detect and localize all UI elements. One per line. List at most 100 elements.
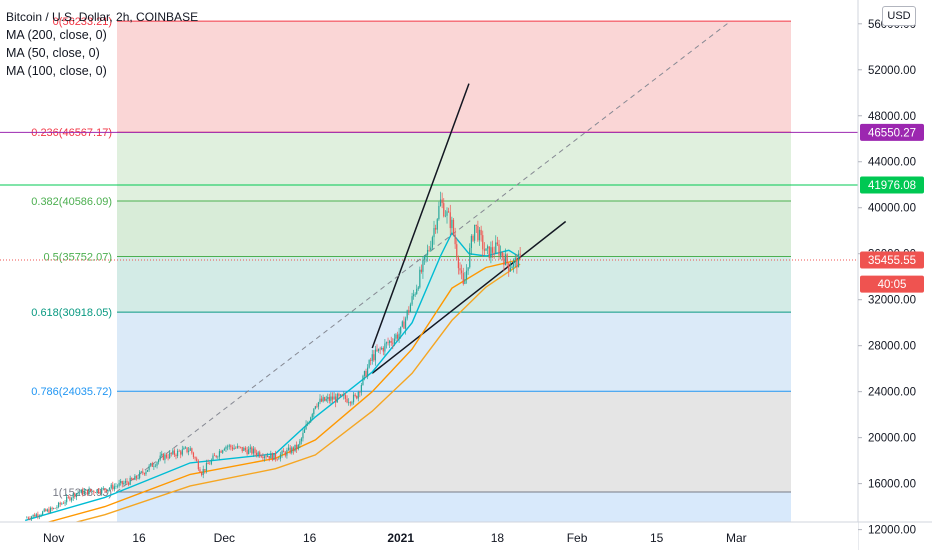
candle-body bbox=[112, 484, 114, 490]
x-tick-label: 2021 bbox=[387, 531, 414, 545]
candle-body bbox=[255, 452, 258, 456]
candle-body bbox=[472, 235, 474, 241]
moving-averages bbox=[25, 231, 521, 537]
candle-body bbox=[80, 489, 82, 493]
candle-body bbox=[30, 516, 33, 519]
y-tick-label: 20000.00 bbox=[868, 433, 916, 445]
candle-body bbox=[313, 408, 315, 415]
candle-body bbox=[37, 514, 39, 517]
candle-body bbox=[389, 340, 391, 344]
fib-retracement[interactable]: 0(56233.21) 0.236(46567.17) 0.382(40586.09… bbox=[0, 16, 858, 522]
candle-body bbox=[411, 296, 413, 305]
candle-body bbox=[110, 484, 112, 489]
candle-body bbox=[483, 249, 485, 251]
currency-button[interactable]: USD bbox=[882, 6, 916, 26]
candle-body bbox=[368, 360, 370, 368]
candle-body bbox=[129, 477, 131, 485]
candle-body bbox=[516, 257, 518, 268]
candle-body bbox=[511, 266, 513, 269]
candle-body bbox=[302, 432, 304, 439]
fib-zone-0 bbox=[117, 21, 791, 133]
candle-body bbox=[311, 414, 313, 418]
candle-body bbox=[231, 447, 234, 450]
candle-body bbox=[413, 294, 415, 297]
candle-body bbox=[379, 348, 381, 350]
indicator-ma100[interactable]: MA (100, close, 0) bbox=[6, 64, 107, 78]
candle-body bbox=[341, 394, 343, 396]
candle-body bbox=[223, 448, 225, 451]
candle-body bbox=[236, 446, 238, 449]
candle-body bbox=[385, 342, 388, 344]
candle-body bbox=[491, 247, 494, 253]
candle-body bbox=[205, 462, 208, 471]
candle-body bbox=[142, 471, 144, 474]
candle-body bbox=[169, 452, 171, 458]
fib-label-0.382: 0.382(40586.09) bbox=[31, 196, 112, 208]
candle-body bbox=[377, 348, 380, 351]
candle-body bbox=[477, 225, 479, 241]
symbol-title[interactable]: Bitcoin / U.S. Dollar, 2h, COINBASE bbox=[6, 10, 199, 24]
candle-body bbox=[504, 254, 507, 266]
candle-body bbox=[392, 342, 394, 344]
indicator-ma50[interactable]: MA (50, close, 0) bbox=[6, 46, 100, 60]
candle-body bbox=[194, 457, 196, 459]
candle-body bbox=[322, 397, 324, 402]
candle-body bbox=[359, 392, 361, 393]
fib-zone-5 bbox=[117, 391, 791, 493]
candle-body bbox=[474, 224, 476, 241]
price-tags: 46550.27 41976.08 35455.55 40:05 bbox=[860, 123, 924, 293]
candle-body bbox=[254, 448, 256, 453]
candle-body bbox=[501, 252, 503, 258]
candle-body bbox=[118, 482, 120, 486]
x-tick-label: Dec bbox=[214, 531, 235, 545]
candle-body bbox=[86, 489, 89, 495]
candle-body bbox=[249, 447, 251, 450]
candle-body bbox=[449, 212, 451, 229]
candle-body bbox=[34, 514, 36, 517]
candle-body bbox=[178, 450, 180, 452]
candle-body bbox=[66, 496, 68, 503]
candle-body bbox=[88, 489, 90, 495]
fib-label-0.5: 0.5(35752.07) bbox=[44, 252, 113, 264]
fib-label-0.618: 0.618(30918.05) bbox=[31, 307, 112, 319]
candle-body bbox=[428, 249, 430, 251]
trend-lines[interactable] bbox=[115, 20, 731, 493]
candle-body bbox=[376, 349, 378, 351]
candle-body bbox=[134, 475, 136, 480]
candle-body bbox=[188, 450, 190, 453]
candle-body bbox=[115, 486, 117, 487]
candle-body bbox=[360, 384, 362, 393]
candle-body bbox=[257, 452, 259, 456]
candle-body bbox=[414, 293, 416, 295]
candle-body bbox=[362, 375, 364, 385]
price-tag-3: 40:05 bbox=[860, 275, 924, 293]
candle-body bbox=[101, 488, 103, 494]
candle-body bbox=[495, 242, 497, 254]
candle-body bbox=[248, 449, 250, 455]
candle-body bbox=[381, 347, 383, 350]
candle-body bbox=[419, 269, 421, 288]
candle-body bbox=[43, 509, 45, 512]
candle-body bbox=[357, 392, 359, 399]
candle-body bbox=[286, 450, 288, 456]
candle-body bbox=[462, 273, 464, 285]
candle-body bbox=[485, 248, 487, 251]
candle-body bbox=[366, 367, 369, 377]
candle-body bbox=[324, 397, 326, 401]
x-tick-label: Feb bbox=[567, 531, 588, 545]
indicator-ma200[interactable]: MA (200, close, 0) bbox=[6, 28, 107, 42]
candle-body bbox=[162, 453, 164, 460]
candle-body bbox=[93, 490, 95, 493]
candle-body bbox=[503, 257, 505, 266]
candle-body bbox=[212, 455, 214, 460]
time-axis-bg bbox=[0, 522, 858, 550]
candle-body bbox=[465, 270, 468, 280]
candle-body bbox=[99, 492, 101, 494]
candle-body bbox=[396, 334, 399, 339]
candle-body bbox=[132, 479, 134, 481]
price-tag-1: 41976.08 bbox=[860, 176, 924, 194]
candle-body bbox=[439, 199, 442, 206]
candle-body bbox=[365, 371, 367, 377]
candle-body bbox=[137, 478, 139, 479]
